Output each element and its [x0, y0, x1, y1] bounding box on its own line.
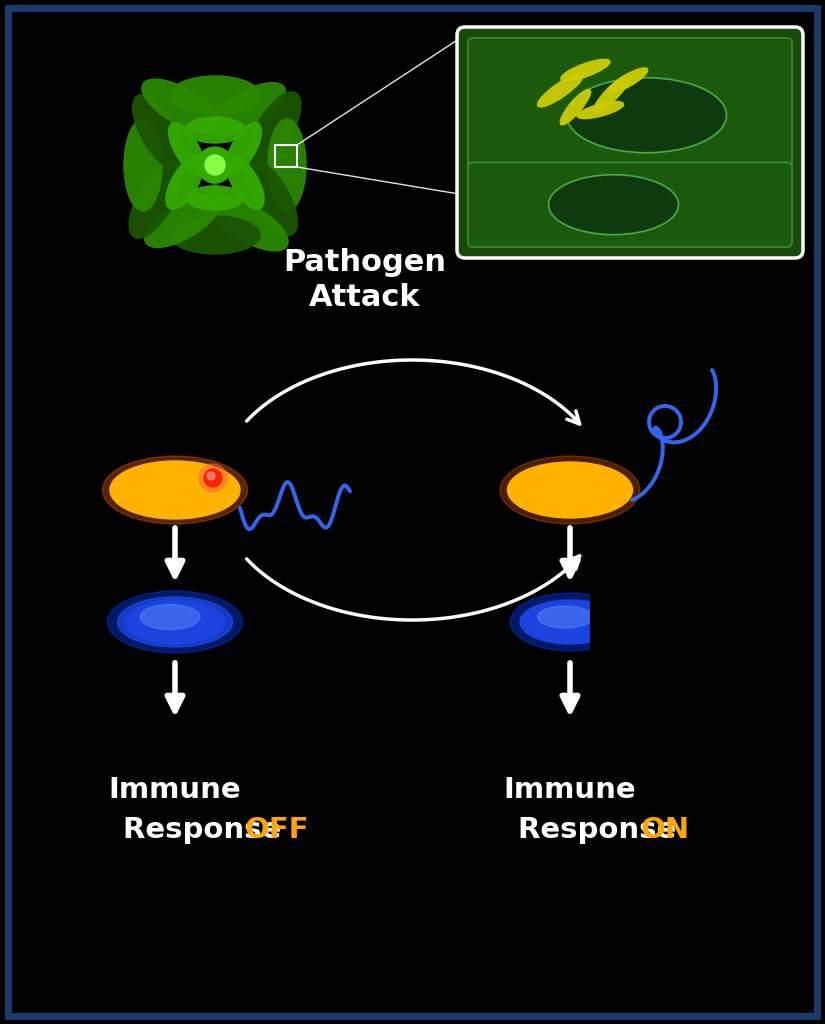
Ellipse shape — [247, 92, 301, 170]
Text: Response: Response — [123, 816, 291, 844]
Ellipse shape — [110, 461, 240, 519]
Ellipse shape — [170, 76, 260, 114]
Circle shape — [207, 472, 215, 480]
Ellipse shape — [538, 74, 583, 106]
Ellipse shape — [117, 597, 233, 647]
Ellipse shape — [245, 160, 297, 236]
Ellipse shape — [210, 83, 285, 135]
Ellipse shape — [507, 462, 633, 518]
Ellipse shape — [140, 604, 200, 630]
Ellipse shape — [185, 117, 245, 143]
Circle shape — [199, 464, 227, 492]
Ellipse shape — [594, 75, 630, 112]
Ellipse shape — [538, 606, 592, 628]
Ellipse shape — [102, 456, 248, 524]
Circle shape — [204, 469, 222, 487]
Ellipse shape — [510, 593, 630, 651]
Ellipse shape — [144, 196, 220, 248]
Ellipse shape — [520, 600, 620, 644]
Ellipse shape — [500, 456, 640, 524]
Ellipse shape — [133, 94, 185, 170]
Ellipse shape — [567, 78, 727, 153]
Ellipse shape — [166, 156, 204, 209]
Ellipse shape — [130, 160, 183, 239]
Circle shape — [205, 155, 225, 175]
Ellipse shape — [186, 186, 244, 210]
Text: Response: Response — [518, 816, 686, 844]
Ellipse shape — [168, 123, 205, 174]
Ellipse shape — [210, 197, 288, 251]
Ellipse shape — [578, 101, 624, 119]
Bar — [275, 145, 297, 167]
Ellipse shape — [142, 79, 220, 133]
Text: Immune: Immune — [109, 776, 241, 804]
Ellipse shape — [560, 89, 591, 125]
Ellipse shape — [125, 600, 225, 644]
Text: Immune: Immune — [504, 776, 636, 804]
Ellipse shape — [609, 68, 648, 92]
Ellipse shape — [124, 119, 162, 211]
Circle shape — [197, 147, 233, 183]
FancyBboxPatch shape — [468, 163, 792, 247]
Ellipse shape — [549, 175, 678, 234]
Text: ON: ON — [640, 816, 689, 844]
Text: OFF: OFF — [245, 816, 309, 844]
Ellipse shape — [226, 123, 262, 174]
Ellipse shape — [561, 59, 610, 81]
Text: Pathogen
Attack: Pathogen Attack — [284, 248, 446, 312]
FancyBboxPatch shape — [457, 27, 803, 258]
Ellipse shape — [170, 216, 260, 254]
Bar — [490, 572, 590, 672]
FancyBboxPatch shape — [468, 38, 792, 168]
Ellipse shape — [107, 591, 243, 653]
Ellipse shape — [268, 119, 306, 211]
Ellipse shape — [227, 156, 264, 209]
